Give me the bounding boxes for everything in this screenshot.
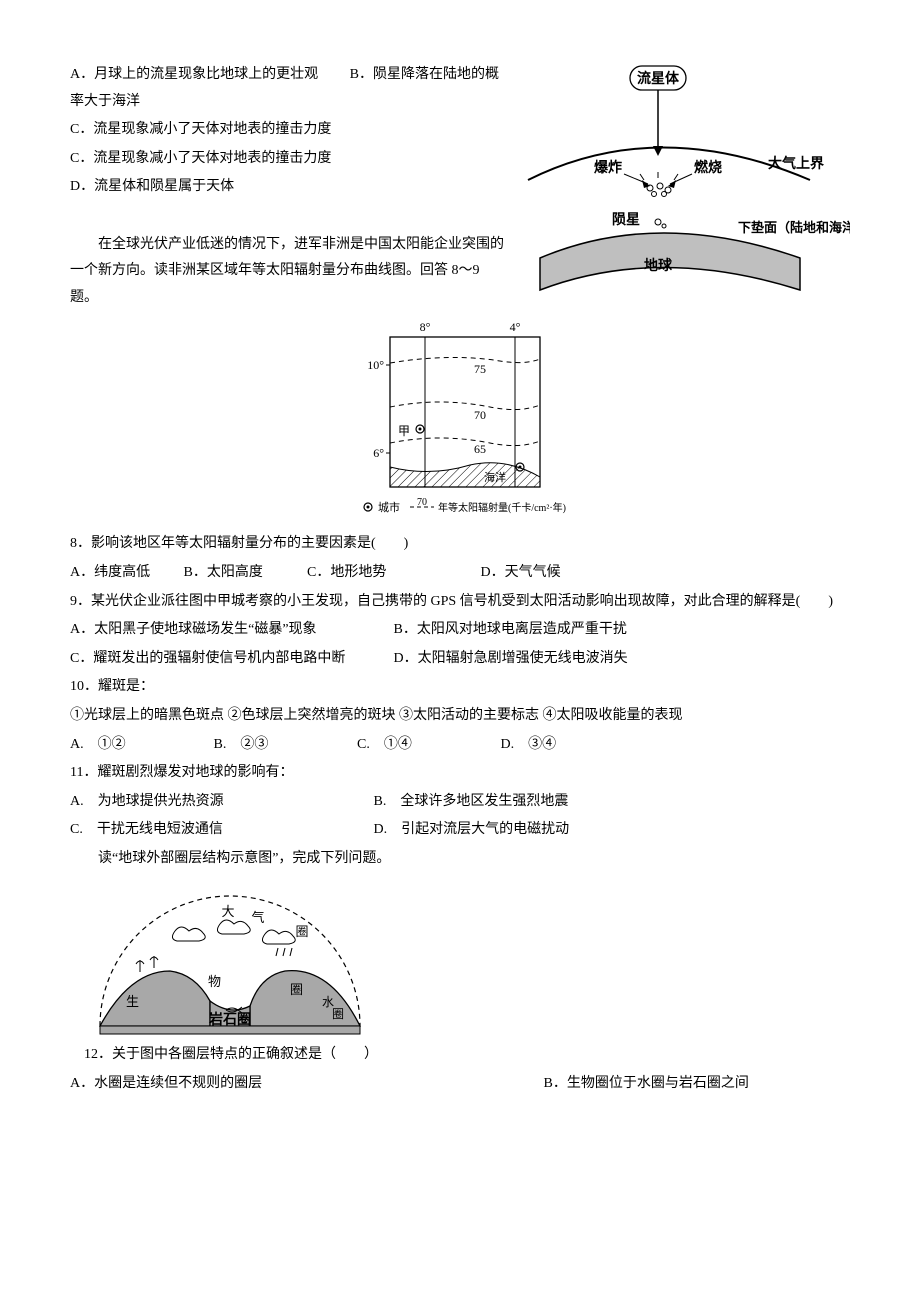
q8-stem: 8．影响该地区年等太阳辐射量分布的主要因素是( ) [70,531,850,558]
q7-optD: D．流星体和陨星属于天体 [70,174,510,201]
label-explode: 爆炸 [594,159,622,176]
iso-65: 65 [474,442,486,456]
q7-optD-wrap: C．流星现象减小了天体对地表的撞击力度 [70,146,510,173]
svg-text:气: 气 [251,910,264,925]
q9-row2: C．耀斑发出的强辐射使信号机内部电路中断 D．太阳辐射急剧增强使无线电波消失 [70,646,850,673]
q8-optC: C．地形地势 [307,560,477,587]
label-earth: 地球 [644,257,673,274]
q12-stem: 12．关于图中各圈层特点的正确叙述是（ ） [70,1042,850,1069]
label-burn: 燃烧 [694,159,722,176]
q10-optC: C. ①④ [357,732,497,759]
solar-map: 8° 4° 10° 6° 75 70 65 甲 海洋 [330,317,590,527]
q7-optC: C．流星现象减小了天体对地表的撞击力度 [70,117,510,144]
q9-stem: 9．某光伏企业派往图中甲城考察的小王发现，自己携带的 GPS 信号机受到太阳活动… [70,589,850,616]
lat-6: 6° [373,446,384,460]
iso-70: 70 [474,408,486,422]
q7-optD-start: C．流星现象减小了天体对地表的撞击力度 [70,151,331,166]
q7-text-col: A．月球上的流星现象比地球上的更壮观 B．陨星降落在陆地的概率大于海洋 C．流星… [70,60,510,313]
q11-optB: B. 全球许多地区发生强烈地震 [374,794,569,809]
q8-optB: B．太阳高度 [184,560,304,587]
label-bio1: 生 [126,994,139,1009]
legend-city: 城市 [378,500,400,514]
spheres-diagram: 大 气 圈 生 物 圈 水 圈 岩石圈 [90,876,370,1036]
q9-optD: D．太阳辐射急剧增强使无线电波消失 [394,651,628,666]
city-jia: 甲 [398,424,410,438]
q9-optA: A．太阳黑子使地球磁场发生“磁暴”现象 [70,617,390,644]
q10-detail: ①光球层上的暗黑色斑点 ②色球层上突然增亮的斑块 ③太阳活动的主要标志 ④太阳吸… [70,703,850,730]
label-litho: 岩石圈 [208,1011,251,1028]
q9-row1: A．太阳黑子使地球磁场发生“磁暴”现象 B．太阳风对地球电离层造成严重干扰 [70,617,850,644]
q7-line1: A．月球上的流星现象比地球上的更壮观 B．陨星降落在陆地的概率大于海洋 [70,62,510,115]
q8-options: A．纬度高低 B．太阳高度 C．地形地势 D．天气气候 [70,560,850,587]
label-atmosphere: 大 [221,904,234,919]
q12-row: A．水圈是连续但不规则的圈层 B．生物圈位于水圈与岩石圈之间 [70,1071,850,1098]
svg-text:圈: 圈 [295,924,308,939]
lon-4: 4° [510,320,521,334]
label-meteorite: 陨星 [612,212,640,228]
label-meteoroid: 流星体 [637,70,680,87]
spheres-intro: 读“地球外部圈层结构示意图”，完成下列问题。 [70,846,850,873]
q9-optC: C．耀斑发出的强辐射使信号机内部电路中断 [70,646,390,673]
iso-75: 75 [474,362,486,376]
pv-intro: 在全球光伏产业低迷的情况下，进军非洲是中国太阳能企业突围的一个新方向。读非洲某区… [70,232,510,312]
legend-iso: 年等太阳辐射量(千卡/cm²·年) [438,501,566,514]
label-bio2: 物 [208,974,221,989]
meteor-diagram: 流星体 大气上界 爆炸 燃烧 陨星 下垫面（陆地和海洋） 地球 [510,60,850,300]
lat-10: 10° [367,358,384,372]
q11-stem: 11．耀斑剧烈爆发对地球的影响有： [70,760,850,787]
legend-iso-sample: 70 [417,497,427,508]
q10-stem: 10．耀斑是： [70,674,850,701]
q8-optA: A．纬度高低 [70,560,180,587]
lon-8: 8° [420,320,431,334]
q10-optD: D. ③④ [501,732,557,759]
q11-optA: A. 为地球提供光热资源 [70,789,370,816]
q12-optB: B．生物圈位于水圈与岩石圈之间 [544,1076,749,1091]
q10-options: A. ①② B. ②③ C. ①④ D. ③④ [70,732,850,759]
q11-row2: C. 干扰无线电短波通信 D. 引起对流层大气的电磁扰动 [70,817,850,844]
label-surface: 下垫面（陆地和海洋） [738,220,850,235]
solar-map-wrap: 8° 4° 10° 6° 75 70 65 甲 海洋 [70,317,850,527]
q10-optA: A. ①② [70,732,210,759]
q11-optD: D. 引起对流层大气的电磁扰动 [374,822,570,837]
svg-text:圈: 圈 [332,1007,344,1021]
q11-optC: C. 干扰无线电短波通信 [70,817,370,844]
q10-optB: B. ②③ [214,732,354,759]
label-bio3: 圈 [290,982,303,997]
q7-optA: A．月球上的流星现象比地球上的更壮观 [70,67,318,82]
q9-optB: B．太阳风对地球电离层造成严重干扰 [394,622,627,637]
q12-optA: A．水圈是连续但不规则的圈层 [70,1071,540,1098]
q11-row1: A. 为地球提供光热资源 B. 全球许多地区发生强烈地震 [70,789,850,816]
label-atm-top: 大气上界 [768,155,825,172]
ocean-label: 海洋 [484,470,506,484]
q7-block: A．月球上的流星现象比地球上的更壮观 B．陨星降落在陆地的概率大于海洋 C．流星… [70,60,850,313]
q8-optD: D．天气气候 [481,560,561,587]
